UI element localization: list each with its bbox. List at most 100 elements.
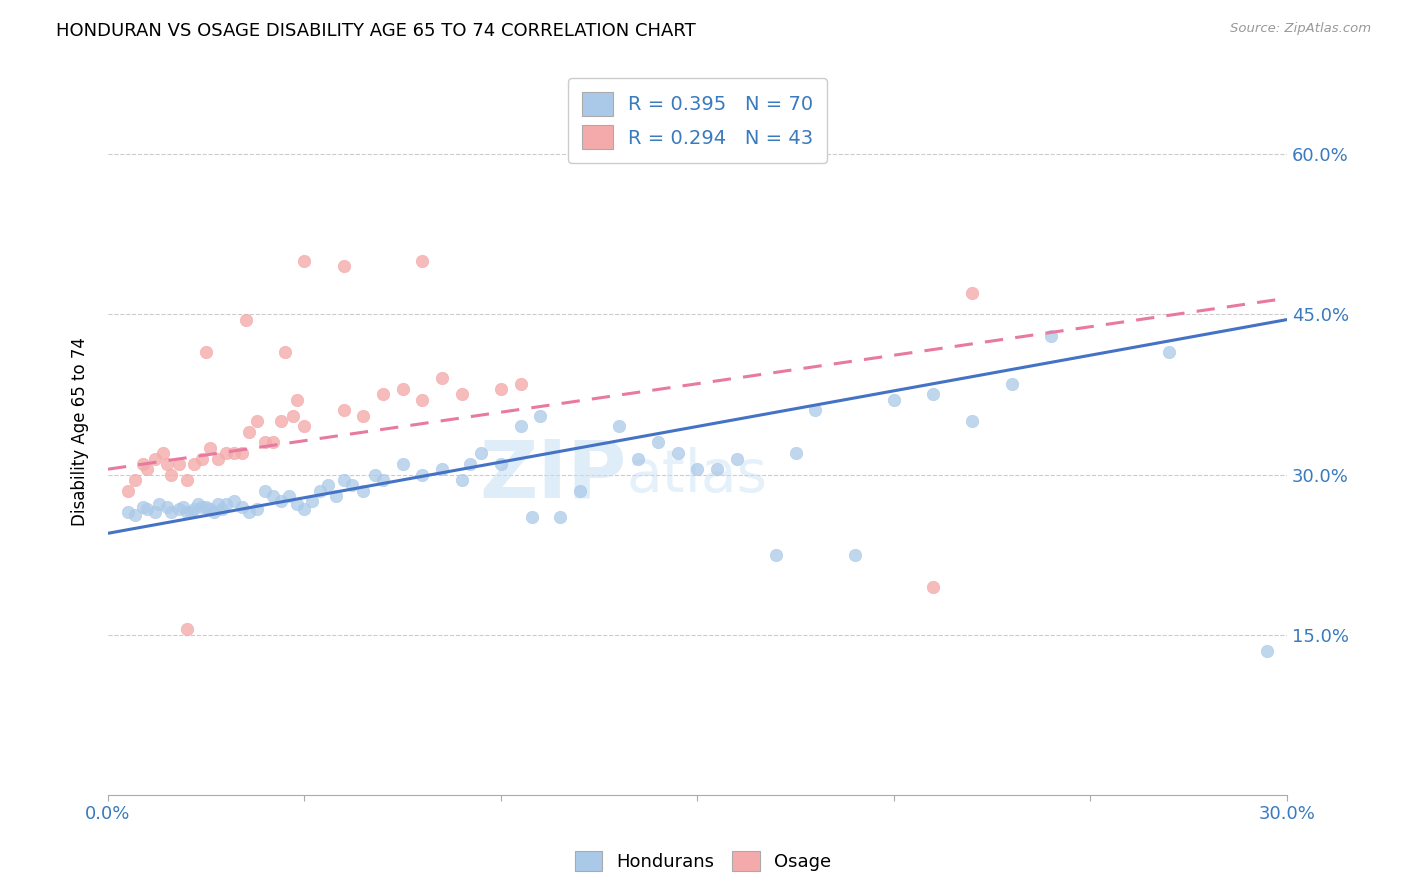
Point — [785, 446, 807, 460]
Point — [235, 312, 257, 326]
Point — [285, 392, 308, 407]
Point — [765, 548, 787, 562]
Y-axis label: Disability Age 65 to 74: Disability Age 65 to 74 — [72, 337, 89, 526]
Point — [176, 623, 198, 637]
Point — [666, 446, 689, 460]
Point — [922, 580, 945, 594]
Point — [136, 501, 159, 516]
Point — [1256, 644, 1278, 658]
Point — [207, 498, 229, 512]
Point — [411, 253, 433, 268]
Point — [183, 457, 205, 471]
Point — [215, 498, 238, 512]
Point — [195, 344, 218, 359]
Point — [136, 462, 159, 476]
Point — [270, 414, 292, 428]
Point — [332, 259, 354, 273]
Point — [246, 414, 269, 428]
Point — [1040, 328, 1063, 343]
Point — [627, 451, 650, 466]
Point — [548, 510, 571, 524]
Point — [430, 371, 453, 385]
Point — [706, 462, 728, 476]
Point — [277, 489, 299, 503]
Point — [309, 483, 332, 498]
Point — [124, 508, 146, 523]
Point — [207, 451, 229, 466]
Point — [172, 500, 194, 514]
Point — [179, 505, 201, 519]
Point — [124, 473, 146, 487]
Point — [509, 419, 531, 434]
Point — [883, 392, 905, 407]
Text: ZIP: ZIP — [479, 436, 627, 515]
Point — [411, 392, 433, 407]
Point — [117, 505, 139, 519]
Point — [281, 409, 304, 423]
Point — [294, 501, 316, 516]
Point — [262, 435, 284, 450]
Text: atlas: atlas — [627, 447, 768, 504]
Point — [254, 435, 277, 450]
Point — [148, 498, 170, 512]
Point — [132, 457, 155, 471]
Point — [332, 403, 354, 417]
Point — [1157, 344, 1180, 359]
Point — [211, 501, 233, 516]
Point — [222, 494, 245, 508]
Text: Source: ZipAtlas.com: Source: ZipAtlas.com — [1230, 22, 1371, 36]
Point — [167, 457, 190, 471]
Point — [160, 467, 183, 482]
Point — [470, 446, 492, 460]
Point — [254, 483, 277, 498]
Point — [191, 500, 214, 514]
Point — [340, 478, 363, 492]
Point — [962, 414, 984, 428]
Point — [371, 473, 394, 487]
Point — [160, 505, 183, 519]
Point — [183, 501, 205, 516]
Point — [647, 435, 669, 450]
Point — [202, 505, 225, 519]
Point — [529, 409, 551, 423]
Point — [191, 451, 214, 466]
Point — [167, 501, 190, 516]
Point — [1001, 376, 1024, 391]
Point — [450, 387, 472, 401]
Point — [686, 462, 709, 476]
Point — [176, 473, 198, 487]
Point — [509, 376, 531, 391]
Point — [246, 501, 269, 516]
Point — [364, 467, 387, 482]
Point — [316, 478, 339, 492]
Point — [391, 457, 413, 471]
Point — [391, 382, 413, 396]
Point — [156, 457, 179, 471]
Point — [371, 387, 394, 401]
Point — [238, 505, 260, 519]
Point — [198, 441, 221, 455]
Point — [332, 473, 354, 487]
Point — [117, 483, 139, 498]
Point — [607, 419, 630, 434]
Point — [231, 446, 253, 460]
Point — [725, 451, 748, 466]
Point — [294, 253, 316, 268]
Point — [156, 500, 179, 514]
Point — [458, 457, 481, 471]
Point — [301, 494, 323, 508]
Point — [804, 403, 827, 417]
Point — [922, 387, 945, 401]
Point — [274, 344, 297, 359]
Point — [195, 500, 218, 514]
Point — [238, 425, 260, 439]
Point — [143, 451, 166, 466]
Point — [294, 419, 316, 434]
Point — [231, 500, 253, 514]
Point — [962, 285, 984, 300]
Legend: R = 0.395   N = 70, R = 0.294   N = 43: R = 0.395 N = 70, R = 0.294 N = 43 — [568, 78, 827, 162]
Point — [352, 409, 374, 423]
Point — [411, 467, 433, 482]
Legend: Hondurans, Osage: Hondurans, Osage — [568, 844, 838, 879]
Point — [198, 501, 221, 516]
